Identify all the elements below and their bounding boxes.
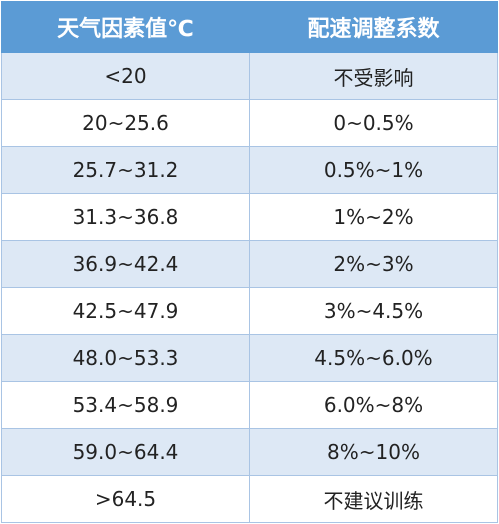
table-row: >64.5 不建议训练 bbox=[1, 475, 498, 523]
table-cell: 25.7~31.2 bbox=[1, 146, 250, 194]
header-row: 天气因素值℃ 配速调整系数 bbox=[1, 1, 498, 53]
table-cell: 不受影响 bbox=[249, 52, 498, 100]
table-row: <20 不受影响 bbox=[1, 52, 498, 100]
table-row: 48.0~53.3 4.5%~6.0% bbox=[1, 334, 498, 382]
table-cell: 20~25.6 bbox=[1, 99, 250, 147]
header-cell: 天气因素值℃ bbox=[1, 1, 250, 53]
table-cell: 36.9~42.4 bbox=[1, 240, 250, 288]
table-cell: 42.5~47.9 bbox=[1, 287, 250, 335]
table-cell: 0~0.5% bbox=[249, 99, 498, 147]
table-row: 53.4~58.9 6.0%~8% bbox=[1, 381, 498, 429]
table-row: 59.0~64.4 8%~10% bbox=[1, 428, 498, 476]
table-cell: 8%~10% bbox=[249, 428, 498, 476]
table-cell: 0.5%~1% bbox=[249, 146, 498, 194]
table-cell: 1%~2% bbox=[249, 193, 498, 241]
table-cell: 53.4~58.9 bbox=[1, 381, 250, 429]
table-cell: 59.0~64.4 bbox=[1, 428, 250, 476]
table-row: 20~25.6 0~0.5% bbox=[1, 99, 498, 147]
table-cell: 31.3~36.8 bbox=[1, 193, 250, 241]
table-cell: 48.0~53.3 bbox=[1, 334, 250, 382]
table-cell: 3%~4.5% bbox=[249, 287, 498, 335]
table-row: 36.9~42.4 2%~3% bbox=[1, 240, 498, 288]
table-cell: 2%~3% bbox=[249, 240, 498, 288]
table-cell: >64.5 bbox=[1, 475, 250, 523]
table-cell: 4.5%~6.0% bbox=[249, 334, 498, 382]
header-cell: 配速调整系数 bbox=[249, 1, 498, 53]
table-header: 天气因素值℃ 配速调整系数 bbox=[1, 1, 498, 53]
table-cell: 6.0%~8% bbox=[249, 381, 498, 429]
table-cell: <20 bbox=[1, 52, 250, 100]
table-row: 42.5~47.9 3%~4.5% bbox=[1, 287, 498, 335]
table-cell: 不建议训练 bbox=[249, 475, 498, 523]
table-row: 25.7~31.2 0.5%~1% bbox=[1, 146, 498, 194]
table-body: <20 不受影响 20~25.6 0~0.5% 25.7~31.2 0.5%~1% 31.3… bbox=[1, 52, 498, 523]
table-row: 31.3~36.8 1%~2% bbox=[1, 193, 498, 241]
